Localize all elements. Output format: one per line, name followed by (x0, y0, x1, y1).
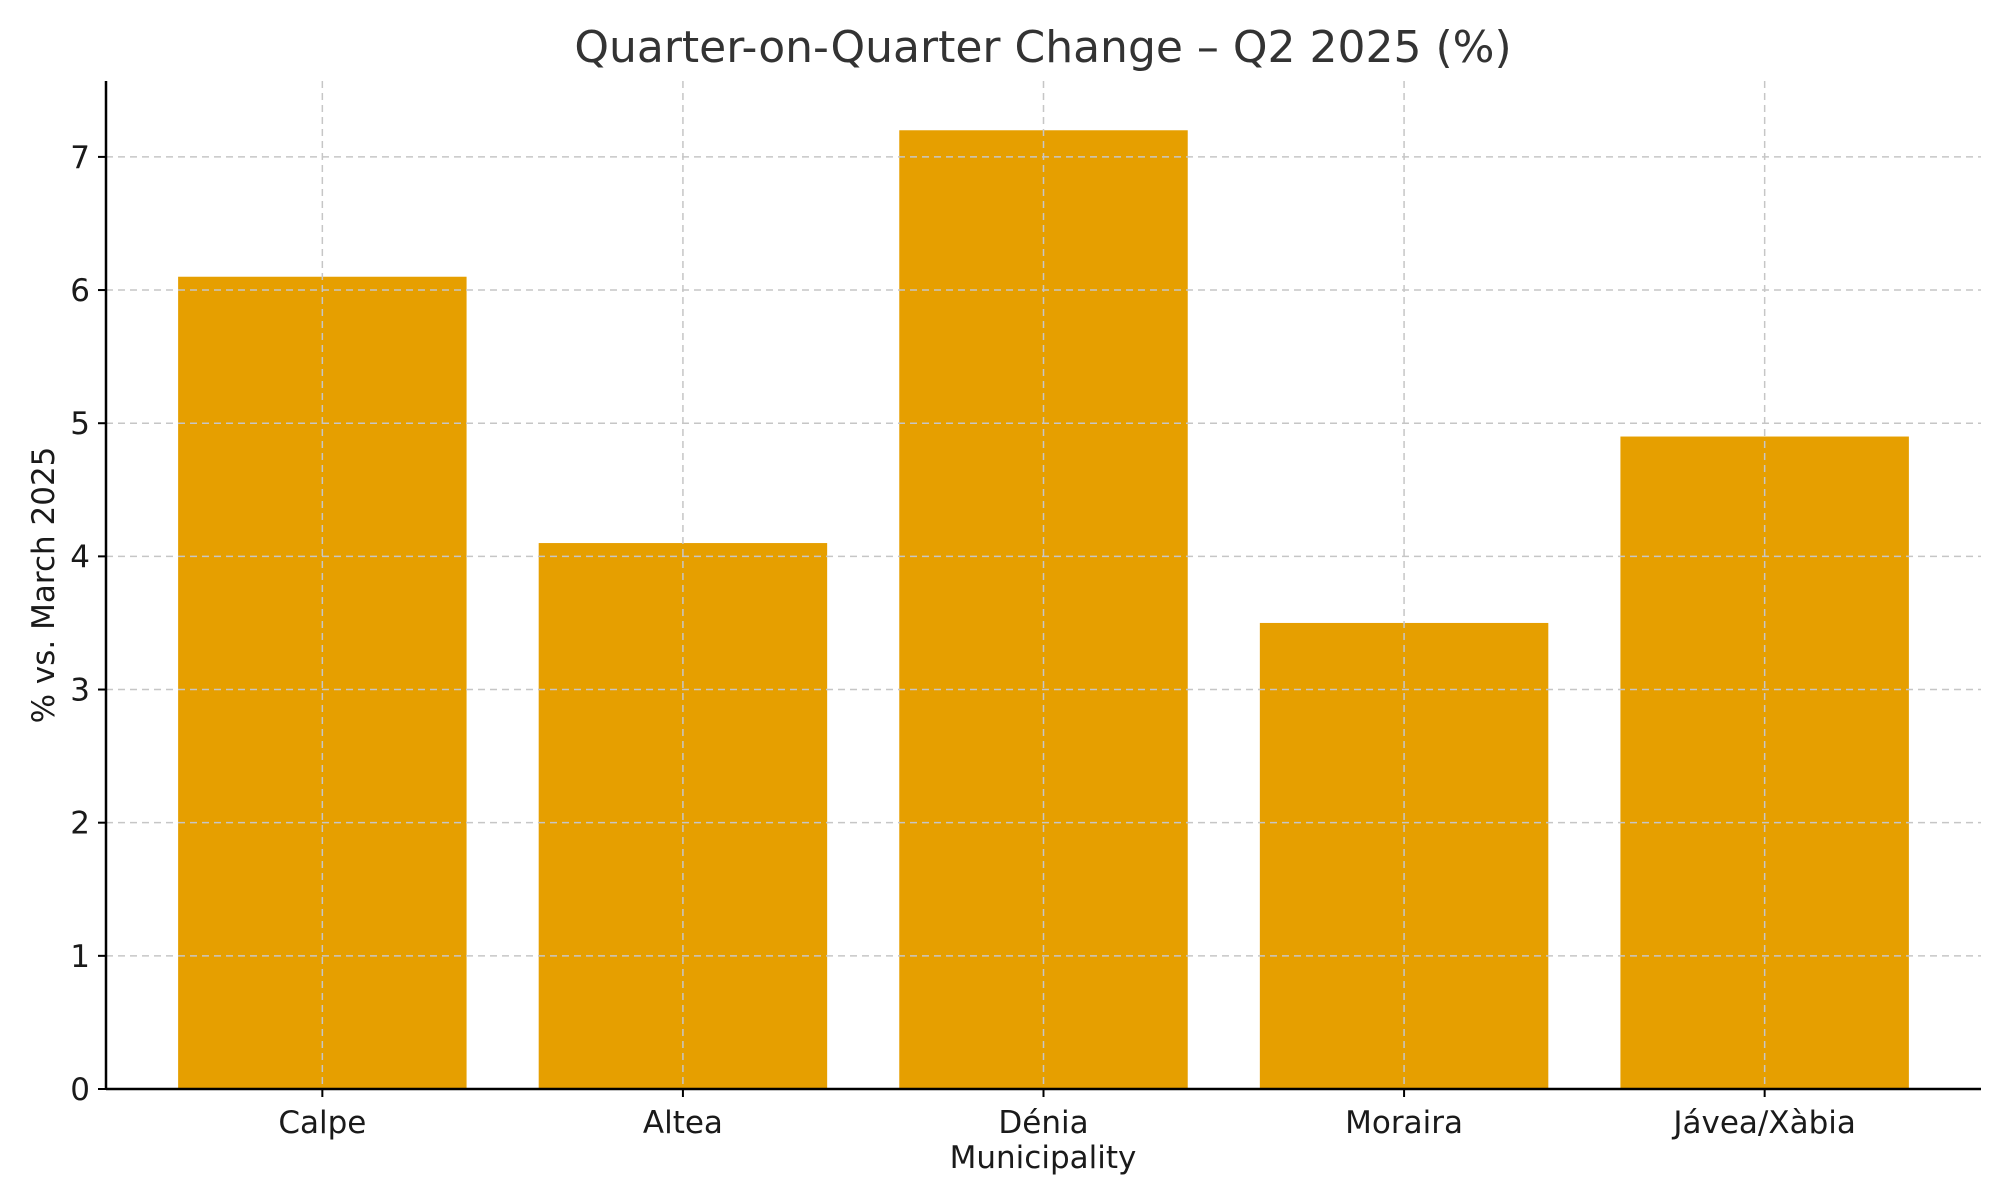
x-tick-labels: Calpe Altea Dénia Moraira Jávea/Xàbia (278, 1089, 1856, 1141)
y-tick-label: 2 (70, 806, 90, 842)
y-tick-label: 5 (70, 406, 90, 442)
x-tick-label: Jávea/Xàbia (1671, 1105, 1856, 1141)
grid-lines (106, 81, 1981, 1089)
x-tick-label: Calpe (278, 1105, 366, 1141)
x-axis-label: Municipality (950, 1140, 1137, 1176)
chart-title: Quarter-on-Quarter Change – Q2 2025 (%) (574, 22, 1511, 73)
y-axis-label: % vs. March 2025 (26, 447, 62, 724)
y-tick-label: 7 (70, 140, 90, 176)
x-tick-label: Dénia (998, 1105, 1088, 1141)
x-tick-label: Altea (643, 1105, 723, 1141)
y-tick-label: 1 (70, 939, 90, 975)
y-tick-label: 4 (70, 539, 90, 575)
y-tick-label: 0 (70, 1072, 90, 1108)
y-tick-label: 3 (70, 673, 90, 709)
y-tick-label: 6 (70, 273, 90, 309)
bars (178, 130, 1909, 1089)
x-tick-label: Moraira (1345, 1105, 1463, 1141)
y-tick-labels: 0 1 2 3 4 5 6 7 (70, 140, 106, 1108)
bar-j-vea-x-bia (1620, 436, 1909, 1089)
